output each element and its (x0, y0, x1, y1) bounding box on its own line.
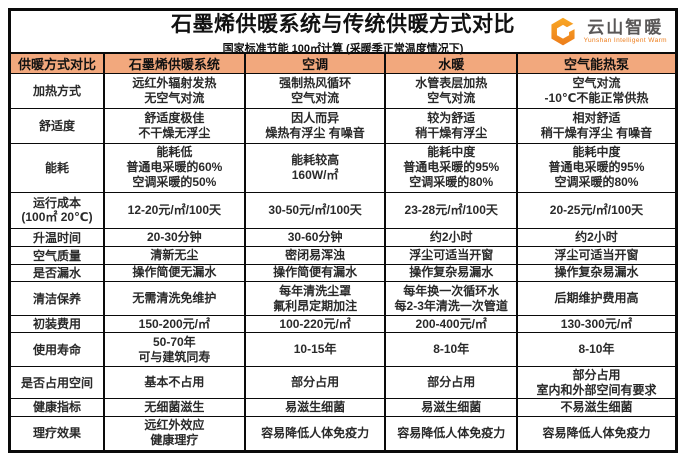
logo-tagline: Yunshan Intelligent Warm (583, 36, 667, 44)
table-cell: 密闭易浑浊 (243, 246, 387, 265)
header-row: 供暖方式对比 石墨烯供暖系统 空调 水暖 空气能热泵 (11, 54, 675, 74)
table-cell: 远红外效应 健康理疗 (102, 415, 246, 450)
logo-text: 云山智暖 Yunshan Intelligent Warm (584, 19, 667, 45)
row-label: 健康指标 (11, 398, 105, 417)
table-row: 运行成本 (100㎡ 20℃) 12-20元/㎡/100天 30-50元/㎡/100… (11, 191, 675, 229)
row-label: 初装费用 (11, 315, 105, 334)
table-cell: 150-200元/㎡ (102, 315, 246, 334)
table-cell: 部分占用 室内和外部空间有要求 (515, 366, 675, 400)
table-row: 舒适度 舒适度极佳 不干燥无浮尘 因人而异 燥热有浮尘 有噪音 较为舒适 稍干燥有浮尘… (11, 107, 675, 144)
table-cell: 浮尘可适当开窗 (384, 246, 518, 265)
logo-name: 云山智暖 (587, 17, 664, 37)
table-cell: 30-60分钟 (243, 227, 387, 248)
row-label: 空气质量 (11, 246, 105, 265)
table-cell: 清新无尘 (102, 246, 246, 265)
brand-logo: 云山智暖 Yunshan Intelligent Warm (542, 11, 671, 52)
row-label: 使用寿命 (11, 332, 105, 368)
table-cell: 8-10年 (515, 332, 675, 368)
table-cell: 易滋生细菌 (384, 398, 518, 417)
row-label: 加热方式 (11, 73, 105, 109)
table-cell: 无细菌滋生 (102, 398, 246, 417)
table-row: 是否占用空间 基本不占用 部分占用 部分占用 部分占用 室内和外部空间有要求 (11, 366, 675, 400)
table-row: 使用寿命 50-70年 可与建筑同寿 10-15年 8-10年 8-10年 (11, 332, 675, 368)
comparison-table: 供暖方式对比 石墨烯供暖系统 空调 水暖 空气能热泵 加热方式 远红外辐射发热 无空气对流… (11, 54, 675, 450)
table-cell: 12-20元/㎡/100天 (102, 191, 246, 229)
table-cell: 空气对流 -10℃不能正常供热 (515, 73, 675, 109)
table-cell: 23-28元/㎡/100天 (384, 191, 518, 229)
table-cell: 基本不占用 (102, 366, 246, 400)
table-row: 加热方式 远红外辐射发热 无空气对流 强制热风循环 空气对流 水管表层加热 空气对流空… (11, 73, 675, 109)
table-cell: 每年换一次循环水 每2-3年清洗一次管道 (384, 281, 518, 317)
table-cell: 10-15年 (243, 332, 387, 368)
table-cell: 舒适度极佳 不干燥无浮尘 (102, 107, 246, 144)
table-row: 初装费用 150-200元/㎡ 100-220元/㎡ 200-400元/㎡ 130-30… (11, 315, 675, 334)
table-cell: 浮尘可适当开窗 (515, 246, 675, 265)
table-cell: 操作简便无漏水 (102, 263, 246, 283)
table-cell: 部分占用 (384, 366, 518, 400)
table-cell: 远红外辐射发热 无空气对流 (102, 73, 246, 109)
column-header-4: 空气能热泵 (515, 54, 675, 74)
table-cell: 后期维护费用高 (515, 281, 675, 317)
column-header-3: 水暖 (384, 54, 518, 74)
table-cell: 不易滋生细菌 (515, 398, 675, 417)
row-label: 是否漏水 (11, 263, 105, 283)
row-label: 清洁保养 (11, 281, 105, 317)
table-cell: 容易降低人体免疫力 (384, 415, 518, 450)
table-cell: 操作复杂易漏水 (515, 263, 675, 283)
row-label: 运行成本 (100㎡ 20℃) (11, 191, 105, 229)
table-row: 理疗效果 远红外效应 健康理疗 容易降低人体免疫力 容易降低人体免疫力 容易降低人体免疫… (11, 415, 675, 450)
table-row: 清洁保养 无需清洗免维护 每年清洗尘罩 氟利昂定期加注 每年换一次循环水 每2-3年清… (11, 281, 675, 317)
table-cell: 能耗较高 160W/㎡ (243, 142, 387, 193)
table-cell: 强制热风循环 空气对流 (243, 73, 387, 109)
table-cell: 易滋生细菌 (243, 398, 387, 417)
table-cell: 8-10年 (384, 332, 518, 368)
page-subtitle: 国家标准节能 100㎡计算 (采暖季正常温度情况下) (222, 42, 464, 55)
table-cell: 无需清洗免维护 (102, 281, 246, 317)
table-body: 加热方式 远红外辐射发热 无空气对流 强制热风循环 空气对流 水管表层加热 空气对流空… (11, 73, 675, 450)
table-cell: 容易降低人体免疫力 (243, 415, 387, 450)
table-row: 是否漏水 操作简便无漏水 操作简便有漏水 操作复杂易漏水 操作复杂易漏水 (11, 263, 675, 283)
table-cell: 操作复杂易漏水 (384, 263, 518, 283)
table-cell: 20-25元/㎡/100天 (515, 191, 675, 229)
table-cell: 较为舒适 稍干燥有浮尘 (384, 107, 518, 144)
table-header: 供暖方式对比 石墨烯供暖系统 空调 水暖 空气能热泵 (11, 54, 675, 74)
table-cell: 容易降低人体免疫力 (515, 415, 675, 450)
table-cell: 能耗低 普通电采暖的60% 空调采暖的50% (102, 142, 246, 193)
table-cell: 相对舒适 稍干燥有浮尘 有噪音 (515, 107, 675, 144)
row-label: 理疗效果 (11, 415, 105, 450)
table-cell: 200-400元/㎡ (384, 315, 518, 334)
table-cell: 130-300元/㎡ (515, 315, 675, 334)
hexagon-logo-icon (551, 17, 579, 45)
column-header-2: 空调 (243, 54, 387, 74)
table-row: 升温时间 20-30分钟 30-60分钟 约2小时 约2小时 (11, 227, 675, 248)
column-header-0: 供暖方式对比 (11, 54, 105, 74)
table-cell: 能耗中度 普通电采暖的95% 空调采暖的80% (515, 142, 675, 193)
title-block: 石墨烯供暖系统与传统供暖方式对比 国家标准节能 100㎡计算 (采暖季正常温度情… (11, 11, 675, 55)
table-cell: 100-220元/㎡ (243, 315, 387, 334)
table-cell: 操作简便有漏水 (243, 263, 387, 283)
table-row: 能耗 能耗低 普通电采暖的60% 空调采暖的50% 能耗较高 160W/㎡ 能耗中度 … (11, 142, 675, 193)
row-label: 舒适度 (11, 107, 105, 144)
table-cell: 30-50元/㎡/100天 (243, 191, 387, 229)
table-cell: 能耗中度 普通电采暖的95% 空调采暖的80% (384, 142, 518, 193)
table-cell: 约2小时 (384, 227, 518, 248)
table-row: 空气质量 清新无尘 密闭易浑浊 浮尘可适当开窗 浮尘可适当开窗 (11, 246, 675, 265)
row-label: 能耗 (11, 142, 105, 193)
table-row: 健康指标 无细菌滋生 易滋生细菌 易滋生细菌 不易滋生细菌 (11, 398, 675, 417)
table-cell: 50-70年 可与建筑同寿 (102, 332, 246, 368)
table-cell: 20-30分钟 (102, 227, 246, 248)
table-cell: 每年清洗尘罩 氟利昂定期加注 (243, 281, 387, 317)
table-cell: 水管表层加热 空气对流 (384, 73, 518, 109)
row-label: 升温时间 (11, 227, 105, 248)
title-band: 石墨烯供暖系统与传统供暖方式对比 国家标准节能 100㎡计算 (采暖季正常温度情… (11, 11, 675, 55)
row-label: 是否占用空间 (11, 366, 105, 400)
table-cell: 因人而异 燥热有浮尘 有噪音 (243, 107, 387, 144)
column-header-1: 石墨烯供暖系统 (102, 54, 246, 74)
comparison-table-frame: 石墨烯供暖系统与传统供暖方式对比 国家标准节能 100㎡计算 (采暖季正常温度情… (8, 8, 678, 453)
table-cell: 部分占用 (243, 366, 387, 400)
page-title: 石墨烯供暖系统与传统供暖方式对比 (171, 12, 515, 36)
table-cell: 约2小时 (515, 227, 675, 248)
